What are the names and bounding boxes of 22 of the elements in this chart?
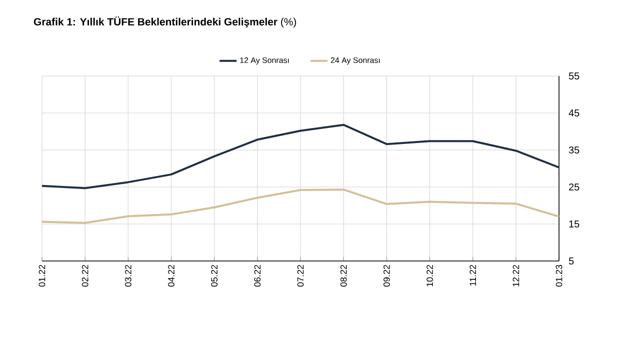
x-tick-label: 12.22 — [512, 264, 520, 286]
x-tick-label: 10.22 — [426, 264, 433, 286]
x-tick-label: 07.22 — [297, 264, 304, 287]
x-tick-label: 03.22 — [124, 264, 132, 287]
y-tick-label: 35 — [568, 146, 580, 154]
x-tick-label: 11.22 — [470, 264, 476, 286]
x-tick-label: 09.22 — [383, 264, 390, 287]
line-series — [42, 124, 560, 190]
x-tick-label: 04.22 — [168, 264, 174, 287]
chart-title: Grafik 1: Yıllık TÜFE Beklentilerindeki Gelişmeler (%) — [34, 16, 296, 28]
x-tick-label: 01.22 — [38, 264, 46, 287]
x-tick-label: 02.22 — [82, 264, 88, 287]
y-tick-label: 45 — [568, 110, 580, 116]
y-tick-label: 55 — [568, 72, 580, 80]
x-tick-label: 05.22 — [211, 264, 218, 287]
x-tick-label: 08.22 — [340, 264, 347, 287]
y-tick-label: 5 — [568, 258, 574, 264]
y-tick-label: 15 — [569, 220, 580, 228]
x-tick-label: 01.23 — [556, 264, 562, 287]
y-tick-label: 25 — [569, 183, 580, 191]
x-tick-label: 06.22 — [254, 264, 261, 287]
line-series — [42, 188, 560, 224]
